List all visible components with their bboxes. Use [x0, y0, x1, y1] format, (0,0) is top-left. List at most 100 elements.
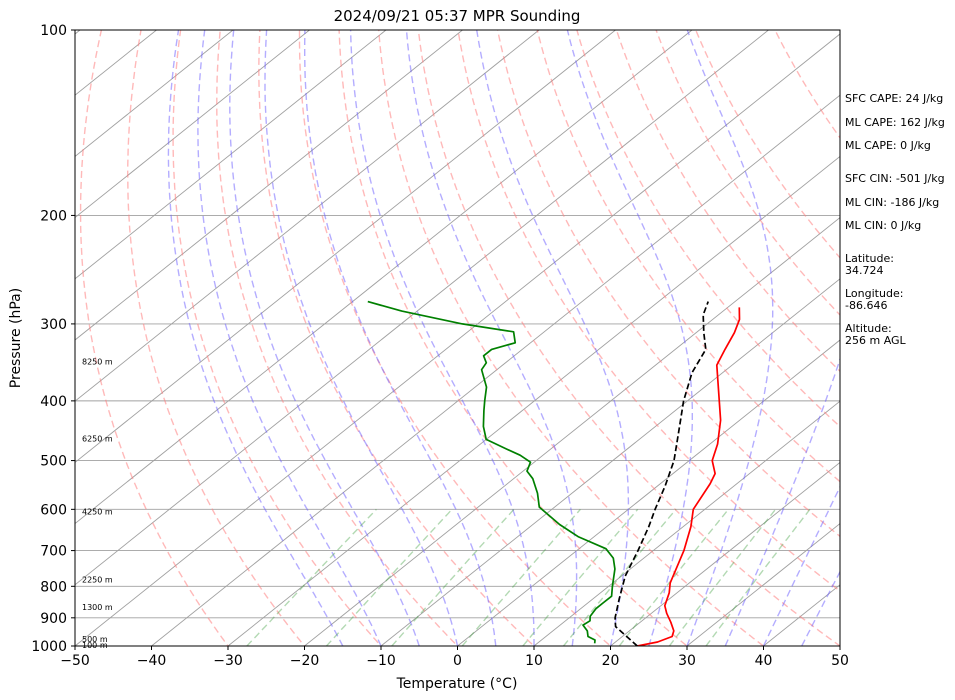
parcel-profile-trace	[614, 301, 709, 646]
isotherm-line	[610, 461, 840, 646]
isotherm-line	[75, 33, 840, 646]
dry-adiabat-line	[655, 30, 840, 317]
mixing-ratio-line	[246, 508, 377, 646]
chart-title: 2024/09/21 05:37 MPR Sounding	[334, 7, 581, 25]
y-tick-label: 900	[40, 611, 67, 627]
moist-adiabat-line	[686, 30, 774, 646]
x-tick-label: 30	[678, 653, 696, 669]
y-tick-label: 200	[40, 208, 67, 224]
dry-adiabat-line	[536, 30, 840, 483]
isotherm-line	[75, 30, 463, 341]
moist-adiabat-line	[197, 30, 382, 646]
moist-adiabat-line	[349, 30, 535, 646]
altitude-label: Altitude:	[845, 322, 892, 335]
isotherm-line	[75, 30, 310, 219]
height-label: 4250 m	[82, 508, 113, 517]
isotherm-line	[304, 217, 840, 646]
y-axis-title: Pressure (hPa)	[8, 288, 24, 388]
dry-adiabat-line	[79, 30, 229, 646]
x-tick-label: 20	[602, 653, 620, 669]
longitude-label: Longitude:	[845, 287, 903, 300]
dry-adiabat-line	[338, 30, 689, 646]
moist-adiabat-line	[167, 30, 344, 646]
dry-adiabat-line	[216, 30, 459, 646]
mixing-ratio-line	[325, 508, 453, 646]
isotherm-line	[75, 30, 693, 525]
x-tick-label: 50	[831, 653, 849, 669]
moist-adiabat-line	[566, 30, 693, 646]
x-tick-label: −50	[60, 653, 90, 669]
isotherm-line	[686, 523, 840, 646]
mixing-ratio-line	[391, 508, 515, 646]
x-tick-label: −40	[137, 653, 167, 669]
x-tick-label: 0	[453, 653, 462, 669]
x-tick-label: −30	[213, 653, 243, 669]
isotherm-line	[533, 400, 840, 646]
background-lines	[75, 30, 840, 646]
ml-cape-text: ML CAPE: 162 J/kg	[845, 116, 945, 129]
height-label: 500 m	[82, 635, 108, 644]
moist-adiabat-line	[405, 30, 578, 646]
dry-adiabat-line	[377, 30, 765, 646]
sounding-info-panel: SFC CAPE: 24 J/kg ML CAPE: 162 J/kg ML C…	[845, 92, 945, 347]
dry-adiabat-line	[172, 30, 382, 646]
y-tick-label: 400	[40, 394, 67, 410]
height-label: 1300 m	[82, 603, 113, 612]
isotherm-line	[75, 30, 616, 463]
latitude-value: 34.724	[845, 264, 884, 277]
isotherm-line	[380, 278, 840, 646]
temperature-trace	[637, 307, 741, 646]
altitude-value: 256 m AGL	[845, 334, 907, 347]
y-tick-label: 800	[40, 579, 67, 595]
x-tick-label: −10	[366, 653, 396, 669]
ml-cin-text: ML CIN: -186 J/kg	[845, 196, 939, 209]
y-tick-label: 600	[40, 502, 67, 518]
y-axis: 100 200 300 400 500 600 700 800 900 1000	[31, 23, 75, 655]
moist-adiabat-line	[229, 30, 420, 646]
longitude-value: -86.646	[845, 299, 887, 312]
latitude-label: Latitude:	[845, 252, 894, 265]
y-tick-label: 300	[40, 317, 67, 333]
height-label: 6250 m	[82, 434, 113, 443]
isotherm-line	[457, 339, 840, 646]
dewpoint-trace	[367, 300, 616, 644]
mixing-ratio-line	[618, 508, 729, 646]
isotherm-line	[75, 30, 234, 157]
sfc-cape-text: SFC CAPE: 24 J/kg	[845, 92, 943, 105]
x-tick-label: −20	[290, 653, 320, 669]
height-label: 8250 m	[82, 357, 113, 366]
moist-adiabat-line	[476, 30, 630, 646]
isotherm-line	[227, 155, 840, 646]
mixing-ratio-line	[705, 508, 811, 646]
ml-cin-text-2: ML CIN: 0 J/kg	[845, 219, 921, 232]
moist-adiabat-line	[762, 485, 840, 646]
mixing-ratio-line	[668, 508, 777, 646]
mixing-ratio-line	[522, 508, 639, 646]
x-axis-title: Temperature (°C)	[396, 676, 518, 692]
isotherm-line	[75, 30, 769, 586]
dry-adiabat-line	[298, 30, 612, 646]
y-tick-label: 1000	[31, 639, 67, 655]
moist-adiabat-line	[304, 30, 497, 646]
mixing-ratio-line	[461, 508, 581, 646]
dry-adiabat-line	[417, 30, 840, 646]
sfc-cin-text: SFC CIN: -501 J/kg	[845, 172, 945, 185]
isotherm-line	[151, 94, 840, 646]
dry-adiabat-line	[496, 30, 840, 538]
dry-adiabat-line	[457, 30, 840, 593]
dry-adiabat-line	[126, 30, 306, 646]
y-tick-label: 100	[40, 23, 67, 39]
x-tick-label: 40	[755, 653, 773, 669]
moist-adiabat-line	[724, 356, 840, 646]
x-axis: −50 −40 −30 −20 −10 0 10 20 30 40 50	[60, 646, 849, 669]
ml-cape-text-2: ML CAPE: 0 J/kg	[845, 139, 931, 152]
moist-adiabat-line	[801, 570, 840, 646]
height-label: 2250 m	[82, 576, 113, 585]
x-tick-label: 10	[525, 653, 543, 669]
isotherm-line	[75, 30, 540, 402]
dry-adiabat-line	[258, 30, 536, 646]
sounding-traces	[367, 300, 741, 646]
moist-adiabat-line	[264, 30, 459, 646]
